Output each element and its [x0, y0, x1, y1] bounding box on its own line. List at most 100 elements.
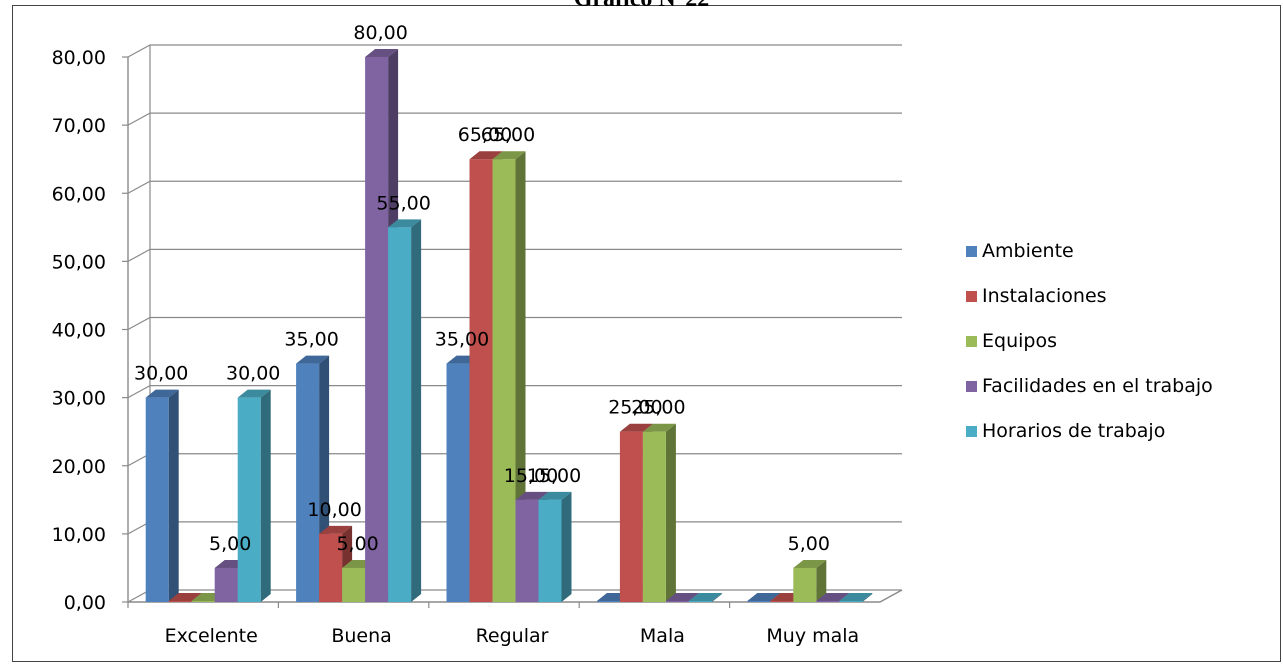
legend-item[interactable]: Instalaciones	[966, 285, 1107, 307]
y-tick-label: 50,00	[52, 251, 106, 273]
bar-front	[642, 431, 666, 602]
bar-front	[538, 499, 562, 602]
legend-label: Instalaciones	[982, 285, 1107, 307]
bar	[793, 559, 827, 602]
bar-front	[596, 601, 620, 602]
data-label: 65,00	[481, 124, 535, 146]
legend-swatch	[966, 291, 977, 302]
y-tick-label: 40,00	[52, 320, 106, 342]
gridline	[127, 44, 902, 58]
legend-item[interactable]: Ambiente	[966, 240, 1074, 262]
bar-top	[515, 491, 549, 500]
y-axis-ticks: 0,00 10,00 20,00 30,00 40,00 50,00 60,00 70,00 8…	[52, 47, 106, 614]
bar-front	[816, 601, 840, 602]
legend-label: Ambiente	[982, 240, 1074, 262]
legend-swatch	[966, 426, 977, 437]
bar-front	[388, 227, 412, 602]
bar-front	[168, 601, 192, 602]
bar-side	[665, 423, 676, 602]
bar	[538, 491, 572, 602]
bar-top	[492, 151, 526, 160]
y-tick-label: 20,00	[52, 456, 106, 478]
legend[interactable]: Ambiente Instalaciones Equipos Facilidades …	[966, 240, 1213, 442]
bar-front	[296, 363, 320, 602]
bar-side	[862, 593, 873, 602]
data-label: 15,00	[504, 465, 558, 487]
data-label: 55,00	[376, 192, 430, 214]
x-tick-label: Excelente	[165, 625, 258, 647]
bar-front	[793, 567, 817, 602]
legend-label: Horarios de trabajo	[982, 420, 1165, 442]
data-label: 5,00	[336, 533, 378, 555]
bars	[145, 49, 873, 602]
bar-front	[191, 601, 215, 602]
y-tick-label: 60,00	[52, 183, 106, 205]
bar-side	[711, 593, 722, 602]
bar-front	[770, 601, 794, 602]
bar	[145, 389, 179, 602]
bar-front	[214, 567, 238, 602]
bar-top	[642, 423, 676, 432]
bar-top	[793, 559, 827, 568]
bar-side	[816, 559, 827, 602]
bar-front	[619, 431, 643, 602]
bar-top	[237, 389, 271, 398]
bar-top	[145, 389, 179, 398]
data-label: 15,00	[527, 465, 581, 487]
bar-side	[561, 491, 572, 602]
x-tick-label: Muy mala	[766, 625, 859, 647]
bar	[688, 593, 722, 602]
bar-front	[839, 601, 863, 602]
legend-item[interactable]: Horarios de trabajo	[966, 420, 1165, 442]
bar-side	[515, 151, 526, 602]
bar-front	[446, 363, 470, 602]
bar-front	[237, 397, 261, 602]
y-tick-label: 80,00	[52, 47, 106, 69]
bar-top	[296, 355, 330, 364]
bar-front	[145, 397, 169, 602]
y-tick-label: 30,00	[52, 388, 106, 410]
legend-label: Equipos	[982, 330, 1057, 352]
data-labels: 30,005,0030,0035,0010,005,0080,0055,0035…	[134, 22, 830, 555]
x-axis-ticks: Excelente Buena Regular Mala Muy mala	[165, 625, 860, 647]
legend-label: Facilidades en el trabajo	[982, 375, 1213, 397]
bar-top	[839, 593, 873, 601]
bar-front	[665, 601, 689, 602]
bar-top	[469, 151, 503, 160]
data-label: 30,00	[226, 363, 280, 385]
data-label: 5,00	[209, 533, 251, 555]
bar-front	[515, 499, 539, 602]
bar-front	[342, 567, 366, 602]
data-label: 25,00	[608, 397, 662, 419]
bar	[388, 219, 422, 602]
x-tick-label: Mala	[640, 625, 685, 647]
bar-side	[168, 389, 179, 602]
bar-top	[816, 593, 850, 601]
bar-front	[469, 159, 493, 602]
legend-swatch	[966, 381, 977, 392]
bar-side	[260, 389, 271, 602]
data-label: 65,00	[458, 124, 512, 146]
bar-top	[619, 423, 653, 432]
bar	[839, 593, 873, 602]
data-label: 10,00	[307, 499, 361, 521]
bar-top	[747, 593, 781, 601]
bar-front	[492, 159, 516, 602]
bar-top	[388, 219, 422, 228]
x-tick-label: Buena	[331, 625, 391, 647]
data-label: 35,00	[284, 329, 338, 351]
bar-front	[688, 601, 712, 602]
bar-top	[319, 525, 353, 534]
data-label: 25,00	[631, 397, 685, 419]
legend-item[interactable]: Facilidades en el trabajo	[966, 375, 1213, 397]
data-label: 80,00	[353, 22, 407, 44]
legend-item[interactable]: Equipos	[966, 330, 1057, 352]
bar-top	[168, 593, 202, 601]
bar	[492, 151, 526, 602]
bar-side	[411, 219, 422, 602]
legend-swatch	[966, 246, 977, 257]
bar-front	[365, 57, 389, 602]
data-label: 35,00	[435, 329, 489, 351]
bar-top	[538, 491, 572, 500]
